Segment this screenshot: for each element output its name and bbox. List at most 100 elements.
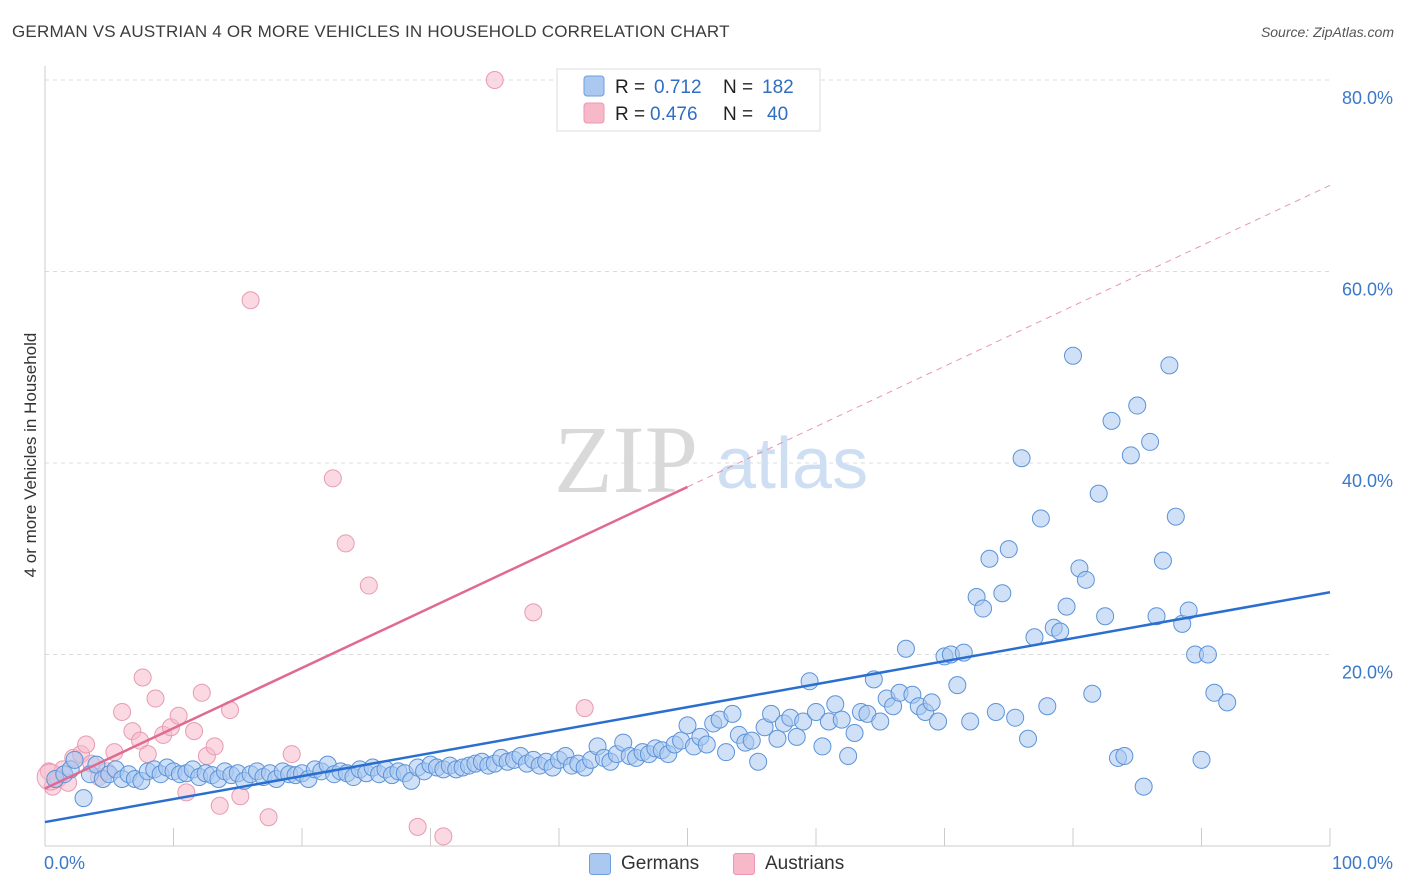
axes <box>44 66 1331 847</box>
germans-point-118 <box>807 702 825 721</box>
stats-swatch-austrians <box>583 102 605 124</box>
germans-point-124 <box>845 724 864 743</box>
germans-point-166 <box>1115 746 1134 765</box>
austrians-point-19 <box>169 706 188 725</box>
austrians-point-32 <box>336 534 355 553</box>
germans-point-121 <box>826 695 845 714</box>
germans-point-181 <box>1218 693 1237 712</box>
germans-point-168 <box>1128 396 1147 415</box>
germans-point-140 <box>948 676 967 695</box>
stats-legend: R = 0.712 N = 182 R = 0.476 N = 40 <box>556 68 821 132</box>
stats-n-label-germans: N = <box>723 77 753 98</box>
germans-point-178 <box>1192 750 1211 769</box>
y-tick-label-3: 80.0% <box>1342 88 1393 108</box>
legend-item-austrians: Austrians <box>733 850 844 878</box>
germans-point-173 <box>1160 356 1179 375</box>
germans-point-176 <box>1179 601 1198 620</box>
stats-n-value-austrians: 40 <box>767 104 788 125</box>
austrians-point-12 <box>113 702 132 721</box>
germans-point-171 <box>1147 607 1166 626</box>
germans-point-145 <box>980 549 999 568</box>
stats-swatch-germans <box>583 75 605 97</box>
y-axis-title: 4 or more Vehicles in Household <box>21 333 40 578</box>
germans-point-109 <box>749 752 768 771</box>
chart-title: GERMAN VS AUSTRIAN 4 OR MORE VEHICLES IN… <box>12 22 730 41</box>
austrians-point-30 <box>282 745 301 764</box>
series-austrians <box>36 71 594 846</box>
legend-label-austrians: Austrians <box>765 853 845 874</box>
stats-r-value-austrians: 0.476 <box>650 104 698 125</box>
germans-point-123 <box>839 746 858 765</box>
stats-r-value-germans: 0.712 <box>654 77 702 98</box>
germans-point-148 <box>999 540 1018 559</box>
x-tick-label-1: 100.0% <box>1332 853 1393 873</box>
austrians-point-36 <box>485 71 504 89</box>
germans-point-146 <box>986 702 1005 721</box>
germans-point-156 <box>1051 622 1070 641</box>
y-tick-labels: 20.0% 40.0% 60.0% 80.0% <box>1342 88 1393 683</box>
germans-point-167 <box>1121 446 1140 465</box>
germans-point-104 <box>717 743 736 762</box>
germans-point-108 <box>742 731 761 750</box>
austrians-point-15 <box>138 745 157 764</box>
germans-point-149 <box>1006 708 1025 727</box>
germans-point-101 <box>697 735 716 754</box>
watermark-atlas: atlas <box>716 424 868 504</box>
germans-point-147 <box>993 584 1012 603</box>
legend-swatch-germans <box>589 853 611 875</box>
germans-point-132 <box>896 639 915 658</box>
chart-source: Source: ZipAtlas.com <box>1260 24 1394 40</box>
germans-point-164 <box>1102 411 1121 430</box>
germans-point-153 <box>1031 509 1050 528</box>
stats-r-label-germans: R = <box>615 77 645 98</box>
germans-point-105 <box>723 704 742 723</box>
austrians-point-29 <box>259 808 278 827</box>
austrians-point-25 <box>210 796 229 815</box>
germans-point-136 <box>922 693 941 712</box>
legend-swatch-austrians <box>733 853 755 875</box>
austrians-point-24 <box>205 737 224 756</box>
trend-lines <box>44 184 1331 824</box>
germans-point-174 <box>1166 507 1185 526</box>
germans-point-180 <box>1205 683 1224 702</box>
stats-r-label-austrians: R = <box>615 104 645 125</box>
germans-point-150 <box>1012 449 1031 468</box>
austrians-point-38 <box>575 699 594 718</box>
x-tick-label-0: 0.0% <box>44 853 85 873</box>
germans-point-3 <box>65 750 84 769</box>
germans-point-137 <box>929 712 948 731</box>
germans-point-160 <box>1076 570 1095 589</box>
germans-point-112 <box>768 729 787 748</box>
germans-point-142 <box>961 712 980 731</box>
stats-n-label-austrians: N = <box>723 104 753 125</box>
germans-point-158 <box>1064 346 1082 365</box>
germans-point-128 <box>871 712 890 731</box>
stats-n-value-germans: 182 <box>762 77 794 98</box>
legend-item-germans: Germans <box>589 850 699 878</box>
germans-point-163 <box>1096 607 1115 626</box>
germans-point-119 <box>813 737 832 756</box>
germans-point-169 <box>1134 777 1153 796</box>
austrians-point-28 <box>241 291 260 310</box>
austrians-point-31 <box>323 469 342 488</box>
trend-austrians-extension <box>687 184 1331 488</box>
legend-label-germans: Germans <box>621 853 700 874</box>
austrians-point-37 <box>524 603 543 622</box>
germans-point-98 <box>678 716 697 735</box>
germans-point-172 <box>1153 551 1172 570</box>
y-tick-label-1: 40.0% <box>1342 471 1393 491</box>
germans-point-111 <box>762 704 781 723</box>
germans-point-154 <box>1038 697 1057 716</box>
trend-germans <box>44 591 1331 824</box>
germans-point-115 <box>787 727 806 746</box>
austrians-point-33 <box>359 576 378 595</box>
austrians-point-22 <box>192 683 211 702</box>
germans-point-170 <box>1141 432 1160 451</box>
germans-point-151 <box>1019 729 1038 748</box>
germans-point-179 <box>1198 645 1217 664</box>
germans-point-4 <box>74 789 93 808</box>
trend-austrians <box>44 485 689 790</box>
watermark-zip: ZIP <box>554 406 698 513</box>
austrians-point-34 <box>408 817 427 836</box>
